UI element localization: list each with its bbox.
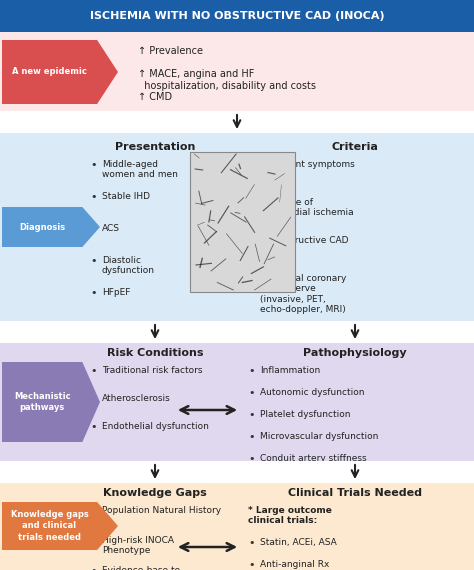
Text: Autonomic dysfunction: Autonomic dysfunction: [260, 388, 365, 397]
Text: •: •: [248, 366, 255, 376]
Text: •: •: [90, 506, 97, 516]
Text: Abnormal coronary
flow reserve
(invasive, PET,
echo-doppler, MRI): Abnormal coronary flow reserve (invasive…: [260, 274, 346, 314]
Text: No obstructive CAD: No obstructive CAD: [260, 236, 348, 245]
Text: •: •: [248, 538, 255, 548]
Text: Inflammation: Inflammation: [260, 366, 320, 375]
Polygon shape: [2, 40, 118, 104]
Polygon shape: [2, 502, 118, 550]
Polygon shape: [2, 362, 100, 442]
Text: •: •: [90, 288, 97, 298]
Text: •: •: [90, 394, 97, 404]
Text: Traditional risk factors: Traditional risk factors: [102, 366, 202, 375]
Text: Diastolic
dysfunction: Diastolic dysfunction: [102, 256, 155, 275]
Text: High-risk INOCA
Phenotype: High-risk INOCA Phenotype: [102, 536, 174, 555]
Text: •: •: [90, 536, 97, 546]
Text: HFpEF: HFpEF: [102, 288, 130, 297]
Text: •: •: [248, 410, 255, 420]
Text: •: •: [90, 422, 97, 432]
Text: •: •: [90, 192, 97, 202]
Text: Evidence of
myocardial ischemia: Evidence of myocardial ischemia: [260, 198, 354, 217]
Text: •: •: [248, 388, 255, 398]
Text: Endothelial dysfunction: Endothelial dysfunction: [102, 422, 209, 431]
Polygon shape: [0, 482, 474, 570]
Text: Presentation: Presentation: [115, 142, 195, 152]
Text: Pathophysiology: Pathophysiology: [303, 348, 407, 358]
Text: Knowledge gaps
and clinical
trials needed: Knowledge gaps and clinical trials neede…: [11, 510, 89, 542]
Text: ↑ MACE, angina and HF
  hospitalization, disability and costs: ↑ MACE, angina and HF hospitalization, d…: [138, 69, 316, 91]
Polygon shape: [190, 152, 295, 292]
Polygon shape: [0, 342, 474, 462]
Text: •: •: [248, 432, 255, 442]
Text: Platelet dysfunction: Platelet dysfunction: [260, 410, 350, 419]
Text: Statin, ACEi, ASA: Statin, ACEi, ASA: [260, 538, 337, 547]
Text: •: •: [248, 160, 255, 170]
Text: •: •: [248, 454, 255, 464]
Text: •: •: [90, 366, 97, 376]
Text: •: •: [90, 256, 97, 266]
Text: Population Natural History: Population Natural History: [102, 506, 221, 515]
Text: •: •: [248, 198, 255, 208]
Text: Persistent symptoms: Persistent symptoms: [260, 160, 355, 169]
Text: •: •: [248, 560, 255, 570]
Text: Mechanistic
pathways: Mechanistic pathways: [14, 392, 71, 412]
Text: Anti-anginal Rx: Anti-anginal Rx: [260, 560, 329, 569]
Text: •: •: [248, 236, 255, 246]
Text: Middle-aged
women and men: Middle-aged women and men: [102, 160, 178, 180]
Text: Evidence-base to
Support Diagnostic,
Prognostic and Treatment
Guidelines: Evidence-base to Support Diagnostic, Pro…: [102, 566, 218, 570]
Text: Knowledge Gaps: Knowledge Gaps: [103, 488, 207, 498]
Text: ↑ CMD: ↑ CMD: [138, 92, 172, 102]
Polygon shape: [0, 0, 474, 32]
Text: Clinical Trials Needed: Clinical Trials Needed: [288, 488, 422, 498]
Polygon shape: [2, 207, 100, 247]
Text: •: •: [90, 224, 97, 234]
Text: * Large outcome
clinical trials:: * Large outcome clinical trials:: [248, 506, 332, 526]
Text: •: •: [90, 160, 97, 170]
Text: Stable IHD: Stable IHD: [102, 192, 150, 201]
Text: A new epidemic: A new epidemic: [12, 67, 87, 76]
Polygon shape: [0, 132, 474, 322]
Text: ↑ Prevalence: ↑ Prevalence: [138, 46, 203, 56]
Text: Criteria: Criteria: [331, 142, 378, 152]
Text: Risk Conditions: Risk Conditions: [107, 348, 203, 358]
Polygon shape: [0, 32, 474, 112]
Text: Conduit artery stiffness: Conduit artery stiffness: [260, 454, 366, 463]
Text: Atherosclerosis: Atherosclerosis: [102, 394, 171, 403]
Text: •: •: [90, 566, 97, 570]
Text: Diagnosis: Diagnosis: [19, 222, 65, 231]
Text: Microvascular dysfunction: Microvascular dysfunction: [260, 432, 378, 441]
Text: ACS: ACS: [102, 224, 120, 233]
Text: ISCHEMIA WITH NO OBSTRUCTIVE CAD (INOCA): ISCHEMIA WITH NO OBSTRUCTIVE CAD (INOCA): [90, 11, 384, 21]
Text: •: •: [248, 274, 255, 284]
